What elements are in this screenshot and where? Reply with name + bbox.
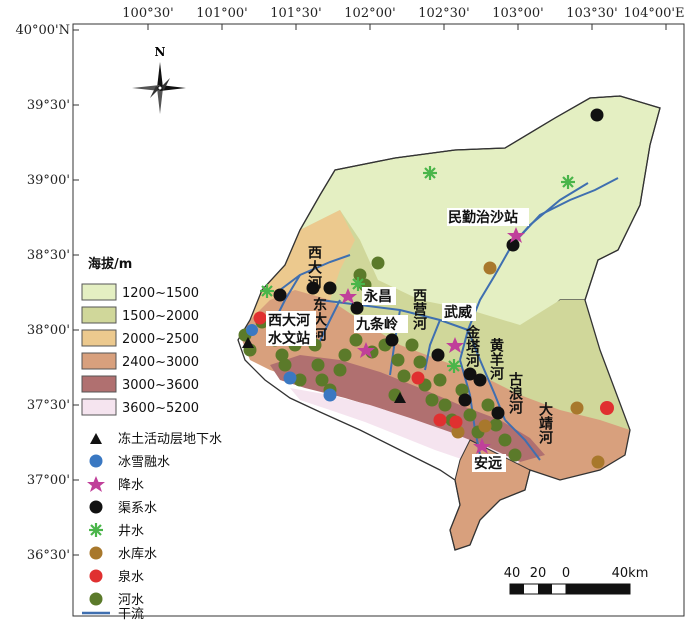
- legend-label: 渠系水: [118, 501, 157, 516]
- legend-swatch: [81, 283, 117, 301]
- lat-tick-label: 38°00': [27, 323, 70, 338]
- lat-tick-label: 36°30': [27, 548, 70, 563]
- legend-label: 冻土活动层地下水: [118, 431, 222, 447]
- legend-label: 2000~2500: [122, 332, 199, 347]
- north-label: N: [155, 45, 166, 59]
- north-arrow-icon: [132, 62, 186, 114]
- circle-icon: [89, 454, 103, 468]
- elevation-zone-2400-3000: [240, 290, 630, 480]
- channel-water-samples: [273, 108, 604, 420]
- circle-icon: [89, 569, 103, 583]
- legend-label: 降水: [118, 478, 144, 493]
- elevation-legend-title: 海拔/m: [88, 256, 132, 272]
- lat-tick-label: 37°00': [27, 473, 70, 488]
- legend-swatch: [81, 398, 117, 416]
- place-label-xidahe-station-2: 水文站: [268, 330, 310, 347]
- place-label-xidahe: 西大河: [306, 245, 322, 290]
- legend-label: 2400~3000: [122, 355, 199, 370]
- place-label-gulanghe: 古浪河: [507, 371, 523, 415]
- legend-swatch: [81, 306, 117, 324]
- scale-label: 20: [530, 566, 547, 581]
- lat-tick-label: 38°30': [27, 248, 70, 263]
- place-label-xiyinghe: 西营河: [411, 288, 427, 331]
- lon-tick-label: 102°00': [344, 6, 395, 21]
- legend-swatch: [81, 352, 117, 370]
- lat-tick-label: 39°30': [27, 98, 70, 113]
- place-label-xidahe-station: 西大河: [268, 312, 310, 329]
- circle-icon: [89, 592, 103, 606]
- permafrost-groundwater-samples: [242, 337, 406, 403]
- place-label-dajinghe: 大靖河: [537, 401, 553, 445]
- elevation-zone-3600-5200: [290, 388, 520, 470]
- scale-bar: 40 20 0 40km: [504, 566, 649, 595]
- sample-legend: 冻土活动层地下水 冰雪融水 降水 渠系水 井水 水库水 泉水 河水: [82, 431, 222, 615]
- scale-label: 0: [562, 566, 570, 581]
- elevation-zone-1500-2000: [285, 210, 630, 455]
- lon-tick-label: 102°30': [418, 6, 469, 21]
- lon-tick-label: 103°00': [492, 6, 543, 21]
- legend-label: 3600~5200: [122, 401, 199, 416]
- scale-label: 40: [504, 566, 521, 581]
- meltwater-samples: [246, 324, 337, 402]
- lat-tick-label: 40°00'N: [15, 23, 70, 38]
- legend-label: 水库水: [118, 546, 157, 562]
- elevation-legend: 海拔/m 1200~1500 1500~2000 2000~2500 2400~…: [81, 256, 199, 416]
- well-water-samples: [260, 166, 575, 373]
- legend-label: 河水: [118, 593, 144, 608]
- precipitation-samples: [339, 227, 525, 454]
- legend-label: 冰雪融水: [118, 455, 170, 470]
- circle-icon: [89, 546, 103, 560]
- place-labels: 民勤治沙站 西大河 东大河 永昌 西大河 水文站 九条岭 西营河 武威 金塔河 …: [266, 208, 553, 472]
- legend-swatch: [81, 329, 117, 347]
- legend-label: 3000~3600: [122, 378, 199, 393]
- spring-water-samples: [253, 311, 614, 429]
- legend-label: 泉水: [118, 569, 144, 585]
- place-label-anyuan: 安远: [474, 455, 502, 472]
- lat-tick-label: 37°30': [27, 398, 70, 413]
- lat-tick-label: 39°00': [27, 173, 70, 188]
- lon-tick-label: 100°30': [122, 6, 173, 21]
- place-label-jintahe: 金塔河: [464, 324, 481, 368]
- legend-label: 1500~2000: [122, 309, 199, 324]
- lon-tick-label: 104°00'E: [624, 6, 685, 21]
- reservoir-water-samples: [451, 261, 605, 469]
- place-label-wuwei: 武威: [444, 304, 472, 321]
- legend-swatch: [81, 375, 117, 393]
- circle-icon: [89, 500, 103, 514]
- legend-label-main-river: 干流: [118, 607, 144, 622]
- graticule-ticks: [73, 24, 667, 556]
- lon-tick-label: 103°30': [566, 6, 617, 21]
- place-label-yongchang: 永昌: [363, 288, 392, 305]
- triangle-icon: [90, 433, 102, 444]
- lon-tick-label: 101°00': [196, 6, 247, 21]
- lon-tick-label: 101°30': [270, 6, 321, 21]
- legend-label: 1200~1500: [122, 286, 199, 301]
- place-label-huangyanghe: 黄羊河: [488, 337, 504, 381]
- place-label-minqin: 民勤治沙站: [448, 209, 518, 226]
- star-icon: [87, 476, 105, 492]
- basin-boundary: [237, 95, 661, 551]
- asterisk-icon: [89, 523, 103, 537]
- place-label-jiutiaoling: 九条岭: [355, 316, 398, 333]
- legend-label: 井水: [118, 524, 144, 539]
- scale-label: 40km: [612, 566, 649, 581]
